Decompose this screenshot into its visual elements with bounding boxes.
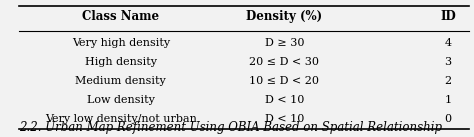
Text: Density (%): Density (%)	[246, 10, 322, 23]
Text: Low density: Low density	[87, 95, 155, 105]
Text: Class Name: Class Name	[82, 10, 159, 23]
Text: 2: 2	[444, 76, 452, 86]
Text: ID: ID	[440, 10, 456, 23]
Text: D ≥ 30: D ≥ 30	[264, 38, 304, 48]
Text: 1: 1	[444, 95, 452, 105]
Text: Very low density/not urban: Very low density/not urban	[45, 114, 197, 124]
Text: Very high density: Very high density	[72, 38, 170, 48]
Text: D < 10: D < 10	[264, 114, 304, 124]
Text: Medium density: Medium density	[75, 76, 166, 86]
Text: 4: 4	[444, 38, 452, 48]
Text: 0: 0	[444, 114, 452, 124]
Text: High density: High density	[85, 57, 157, 67]
Text: D < 10: D < 10	[264, 95, 304, 105]
Text: 2.2. Urban Map Refinement Using OBIA Based on Spatial Relationship: 2.2. Urban Map Refinement Using OBIA Bas…	[19, 121, 442, 134]
Text: 20 ≤ D < 30: 20 ≤ D < 30	[249, 57, 319, 67]
Text: 3: 3	[444, 57, 452, 67]
Text: 10 ≤ D < 20: 10 ≤ D < 20	[249, 76, 319, 86]
